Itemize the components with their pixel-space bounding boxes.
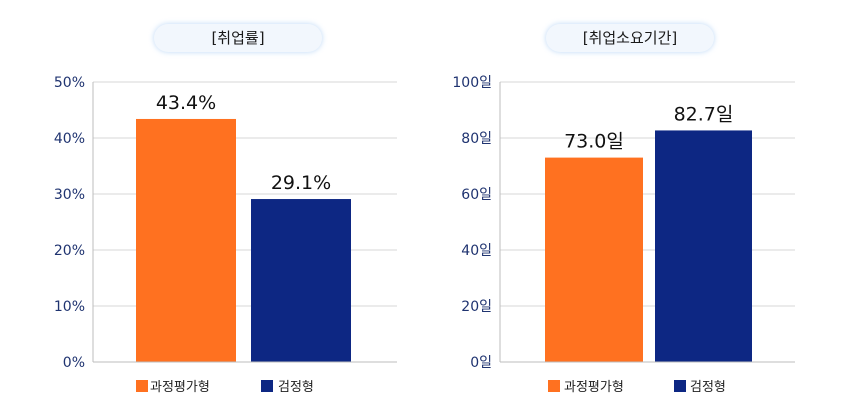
y-tick-label: 60일	[461, 187, 492, 203]
y-tick-label: 100일	[452, 75, 492, 91]
bar-검정형	[655, 130, 752, 362]
chart-title: [취업소요기간]	[583, 29, 678, 47]
legend-swatch	[548, 380, 560, 392]
chart-2: [취업소요기간] 0일 20일 40일 60일 80일 100일 73.0일 82.7일과정평가…	[452, 24, 795, 395]
y-tick-label: 0%	[63, 355, 85, 371]
y-tick-label: 20%	[54, 243, 85, 259]
y-tick-label: 40%	[54, 131, 85, 147]
legend-label: 검정형	[690, 380, 726, 395]
bar-검정형	[251, 199, 351, 362]
y-tick-label: 80일	[461, 131, 492, 147]
bar-과정평가형	[545, 157, 643, 362]
y-tick-label: 40일	[461, 243, 492, 259]
chart-1: [취업률] 0% 10% 20% 30% 40% 50% 43.4% 29.1% 과정평가형 검정형	[54, 24, 397, 395]
y-tick-label: 10%	[54, 299, 85, 315]
legend-swatch	[136, 380, 148, 392]
legend-label: 검정형	[278, 380, 314, 395]
chart-title: [취업률]	[211, 29, 264, 47]
legend-label: 과정평가형	[150, 380, 210, 395]
data-label: 29.1%	[271, 172, 331, 194]
data-label: 82.7일	[674, 103, 734, 125]
legend-swatch	[261, 380, 273, 392]
y-tick-label: 20일	[461, 299, 492, 315]
y-tick-label: 30%	[54, 187, 85, 203]
bar-과정평가형	[136, 118, 236, 363]
data-label: 73.0일	[564, 131, 624, 153]
chart-title-background	[546, 24, 714, 52]
y-tick-label: 0일	[470, 355, 492, 371]
y-tick-label: 50%	[54, 75, 85, 91]
chart-title-background	[154, 24, 322, 52]
data-label: 43.4%	[156, 92, 216, 114]
chart-title-box	[546, 24, 714, 52]
legend-swatch	[674, 380, 686, 392]
chart-title-box	[154, 24, 322, 52]
legend-label: 과정평가형	[564, 380, 624, 395]
